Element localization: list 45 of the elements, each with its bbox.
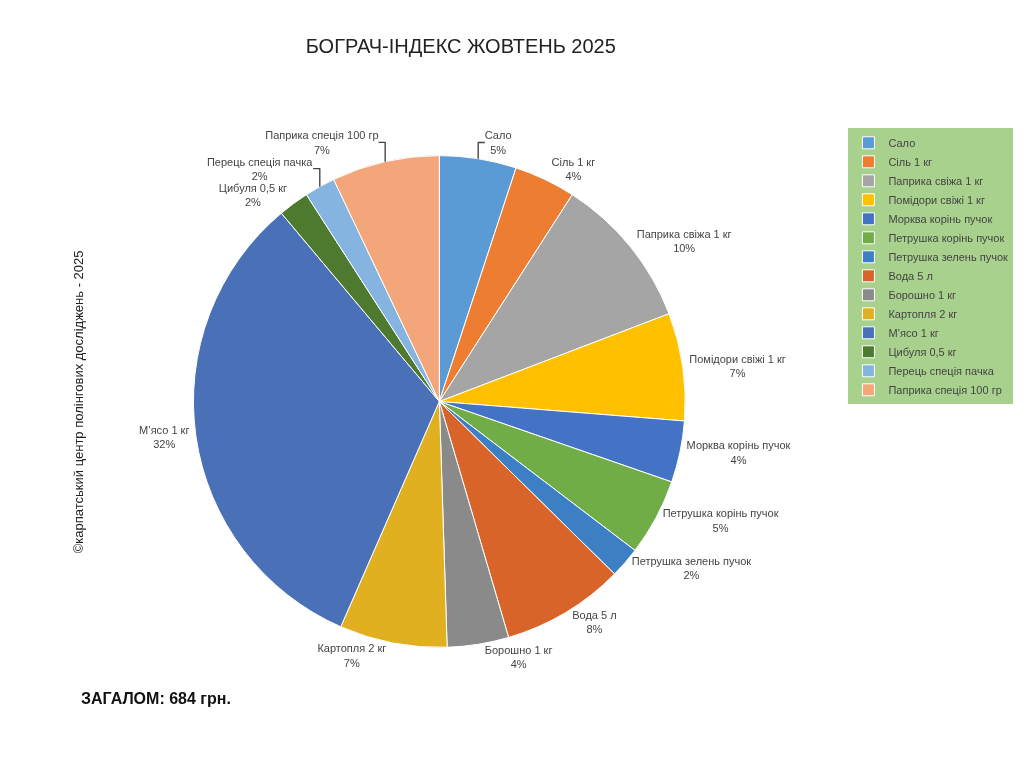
legend-label: Петрушка зелень пучок <box>888 251 1009 264</box>
slice-label: Вода 5 л <box>572 608 617 621</box>
slice-label: М’ясо 1 кг <box>139 423 190 436</box>
legend-label: Картопля 2 кг <box>888 308 958 321</box>
slice-label: Паприка спеція 100 гр <box>265 129 379 142</box>
data-label: 32% <box>153 437 176 450</box>
legend-label: Борошно 1 кг <box>888 289 957 302</box>
slice-label: Морква корінь пучок <box>686 439 791 452</box>
data-label: 5% <box>712 521 729 534</box>
legend-label: Сало <box>888 137 916 150</box>
legend-label: Паприка спеція 100 гр <box>888 384 1002 397</box>
slice-label: Картопля 2 кг <box>317 642 387 655</box>
slice-label: Перець спеція пачка <box>206 155 314 168</box>
slice-label: Цибуля 0,5 кг <box>218 181 287 194</box>
slice-label: Петрушка корінь пучок <box>662 507 779 520</box>
text: ЗАГАЛОМ: 684 грн. <box>81 690 231 707</box>
slice-label: Борошно 1 кг <box>484 643 553 656</box>
data-label: 7% <box>343 656 360 669</box>
slice-label: Сало <box>484 129 512 142</box>
data-label: 4% <box>565 169 582 182</box>
chart-title: БОГРАЧ-ІНДЕКС ЖОВТЕНЬ 2025 <box>305 35 616 58</box>
data-label: 2% <box>683 569 700 582</box>
slice-label: Паприка свіжа 1 кг <box>636 228 732 241</box>
text: ©карпатський центр полінгових досліджень - 2025 <box>71 250 87 554</box>
data-label: 4% <box>730 453 747 466</box>
legend-label: Морква корінь пучок <box>888 213 993 226</box>
legend-label: Паприка свіжа 1 кг <box>888 175 984 188</box>
legend-label: Перець спеція пачка <box>888 365 995 378</box>
data-label: 2% <box>251 169 268 182</box>
legend-label: Сіль 1 кг <box>888 156 933 169</box>
legend-label: Помідори свіжі 1 кг <box>888 194 985 207</box>
legend-label: М’ясо 1 кг <box>888 327 939 340</box>
slice-label: Сіль 1 кг <box>551 155 596 168</box>
data-label: 4% <box>510 658 527 671</box>
data-label: 5% <box>490 143 507 156</box>
legend-label: Вода 5 л <box>888 270 933 283</box>
legend-label: Петрушка корінь пучок <box>888 232 1005 245</box>
data-label: 8% <box>586 623 603 636</box>
slice-label: Помідори свіжі 1 кг <box>689 353 786 366</box>
slice-label: Петрушка зелень пучок <box>631 555 752 568</box>
data-label: 7% <box>729 367 746 380</box>
data-label: 10% <box>673 242 696 255</box>
data-label: 7% <box>313 143 331 156</box>
legend-label: Цибуля 0,5 кг <box>888 346 957 359</box>
data-label: 2% <box>244 196 262 209</box>
